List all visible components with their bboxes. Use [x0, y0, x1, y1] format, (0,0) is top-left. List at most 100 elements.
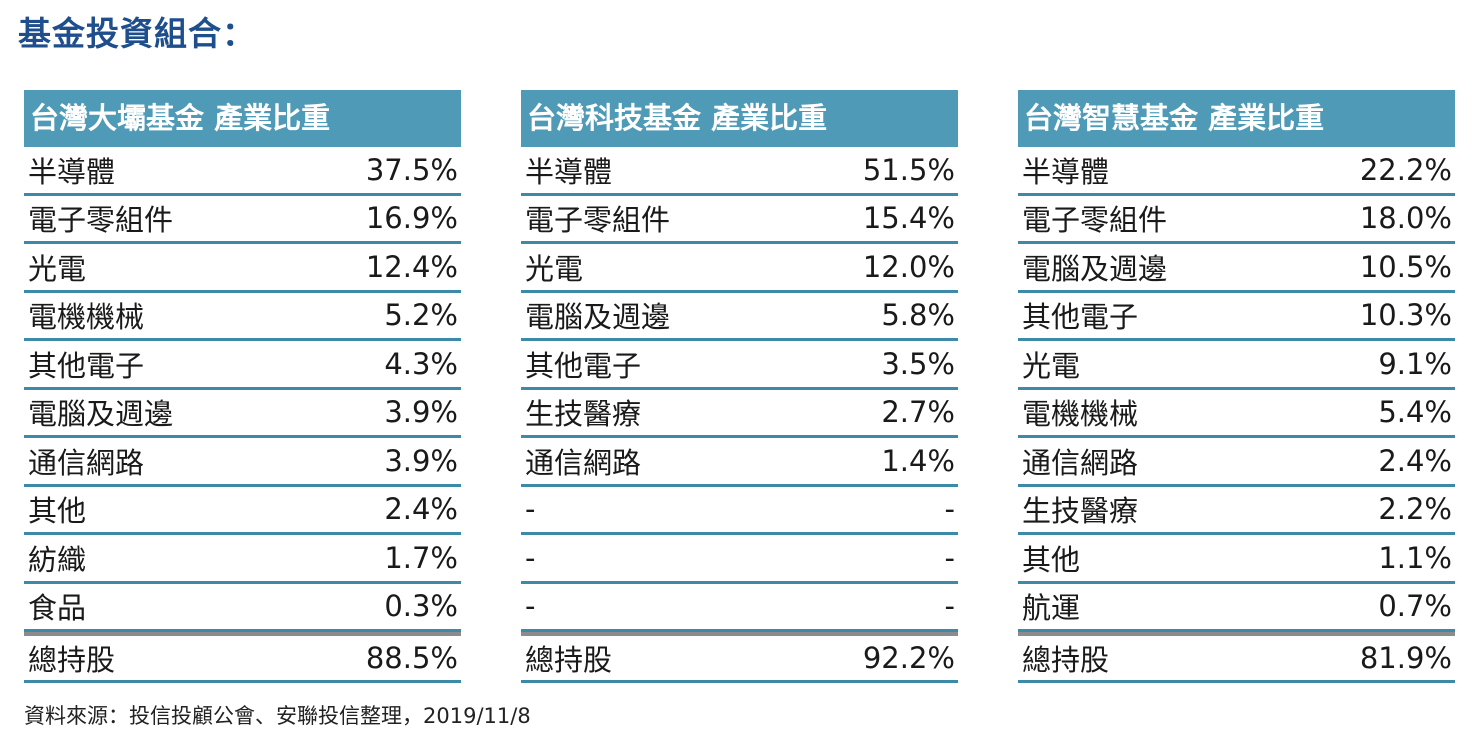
total-label: 總持股: [1022, 643, 1110, 677]
row-category: 其他電子: [525, 348, 642, 383]
row-value: 10.3%: [1359, 298, 1452, 333]
row-category: 其他電子: [28, 348, 145, 383]
row-category: 生技醫療: [525, 397, 642, 432]
table-row: 電腦及週邊 10.5%: [1018, 244, 1455, 293]
fund-table-tech: 台灣科技基金 產業比重 半導體 51.5% 電子零組件 15.4% 光電 12.0% …: [521, 90, 958, 683]
table-row: 電腦及週邊 5.8%: [521, 293, 958, 341]
table-row: --: [521, 535, 958, 584]
row-value: 2.4%: [1378, 443, 1452, 478]
total-value: 92.2%: [862, 641, 955, 675]
row-category: 電子零組件: [525, 203, 671, 238]
row-category: 通信網路: [28, 445, 145, 480]
table-row: 其他 2.4%: [24, 487, 461, 535]
table-row: 通信網路 1.4%: [521, 438, 958, 487]
row-category: 紡織: [28, 542, 87, 577]
row-value: 3.5%: [881, 346, 955, 381]
table-row: 食品 0.3%: [24, 584, 461, 632]
table-row: 生技醫療 2.2%: [1018, 487, 1455, 535]
row-value: 3.9%: [384, 395, 458, 430]
total-value: 88.5%: [365, 641, 458, 675]
fund-table-smart: 台灣智慧基金 產業比重 半導體 22.2% 電子零組件 18.0% 電腦及週邊 10.…: [1018, 90, 1455, 683]
row-category: 食品: [28, 591, 87, 626]
source-note: 資料來源：投信投顧公會、安聯投信整理，2019/11/8: [24, 704, 531, 728]
row-category: 電腦及週邊: [525, 300, 671, 335]
table-row: 電子零組件 16.9%: [24, 196, 461, 244]
row-category: 生技醫療: [1022, 494, 1139, 529]
row-category: -: [525, 540, 536, 575]
row-value: 4.3%: [384, 346, 458, 381]
table-row: 紡織 1.7%: [24, 535, 461, 584]
row-value: 1.1%: [1378, 540, 1452, 575]
row-category: 電子零組件: [28, 203, 174, 238]
row-value: 5.8%: [881, 298, 955, 333]
table-row: --: [521, 487, 958, 535]
row-value: 15.4%: [862, 201, 955, 236]
row-category: 航運: [1022, 591, 1081, 626]
row-category: -: [525, 589, 536, 624]
row-category: 光電: [28, 251, 87, 286]
row-value: -: [944, 492, 955, 527]
table-row: 電機機械 5.4%: [1018, 390, 1455, 438]
table-row: 通信網路 2.4%: [1018, 438, 1455, 487]
row-category: 電子零組件: [1022, 203, 1168, 238]
row-category: 電腦及週邊: [28, 397, 174, 432]
row-value: 16.9%: [365, 201, 458, 236]
table-row: 半導體 51.5%: [521, 147, 958, 196]
row-category: 其他: [28, 494, 87, 529]
row-category: -: [525, 492, 536, 527]
row-category: 電腦及週邊: [1022, 251, 1168, 286]
row-value: 22.2%: [1359, 152, 1452, 187]
table-row: 電機機械 5.2%: [24, 293, 461, 341]
row-value: 2.2%: [1378, 492, 1452, 527]
row-value: 2.7%: [881, 395, 955, 430]
table-row: 生技醫療 2.7%: [521, 390, 958, 438]
row-category: 通信網路: [1022, 445, 1139, 480]
row-category: 半導體: [525, 154, 613, 189]
row-category: 半導體: [28, 154, 116, 189]
table-row: 通信網路 3.9%: [24, 438, 461, 487]
table-total-row: 總持股 88.5%: [24, 632, 461, 683]
row-value: 1.4%: [881, 443, 955, 478]
row-value: 1.7%: [384, 540, 458, 575]
row-value: 2.4%: [384, 492, 458, 527]
row-value: 12.0%: [862, 249, 955, 284]
row-category: 光電: [1022, 348, 1081, 383]
row-value: 9.1%: [1378, 346, 1452, 381]
row-category: 通信網路: [525, 445, 642, 480]
row-value: 37.5%: [365, 152, 458, 187]
row-category: 半導體: [1022, 154, 1110, 189]
row-value: -: [944, 589, 955, 624]
total-value: 81.9%: [1359, 641, 1452, 675]
row-value: 51.5%: [862, 152, 955, 187]
total-label: 總持股: [28, 643, 116, 677]
table-header: 台灣科技基金 產業比重: [521, 90, 958, 147]
table-row: 半導體 37.5%: [24, 147, 461, 196]
row-value: 18.0%: [1359, 201, 1452, 236]
page-title: 基金投資組合：: [18, 14, 256, 53]
table-row: 光電 12.0%: [521, 244, 958, 293]
row-category: 其他: [1022, 542, 1081, 577]
table-total-row: 總持股 92.2%: [521, 632, 958, 683]
row-value: -: [944, 540, 955, 575]
table-row: 光電 9.1%: [1018, 341, 1455, 390]
row-value: 0.3%: [384, 589, 458, 624]
row-value: 5.2%: [384, 298, 458, 333]
row-value: 0.7%: [1378, 589, 1452, 624]
table-row: 航運 0.7%: [1018, 584, 1455, 632]
table-row: 其他電子 3.5%: [521, 341, 958, 390]
row-category: 電機機械: [28, 300, 145, 335]
table-header: 台灣智慧基金 產業比重: [1018, 90, 1455, 147]
table-total-row: 總持股 81.9%: [1018, 632, 1455, 683]
table-header: 台灣大壩基金 產業比重: [24, 90, 461, 147]
fund-table-dabazhuang: 台灣大壩基金 產業比重 半導體 37.5% 電子零組件 16.9% 光電 12.4% …: [24, 90, 461, 683]
row-value: 3.9%: [384, 443, 458, 478]
table-row: 其他電子 4.3%: [24, 341, 461, 390]
row-value: 10.5%: [1359, 249, 1452, 284]
table-row: 電子零組件 15.4%: [521, 196, 958, 244]
table-row: 光電 12.4%: [24, 244, 461, 293]
row-value: 12.4%: [365, 249, 458, 284]
row-category: 其他電子: [1022, 300, 1139, 335]
total-label: 總持股: [525, 643, 613, 677]
table-row: 電子零組件 18.0%: [1018, 196, 1455, 244]
table-row: 半導體 22.2%: [1018, 147, 1455, 196]
